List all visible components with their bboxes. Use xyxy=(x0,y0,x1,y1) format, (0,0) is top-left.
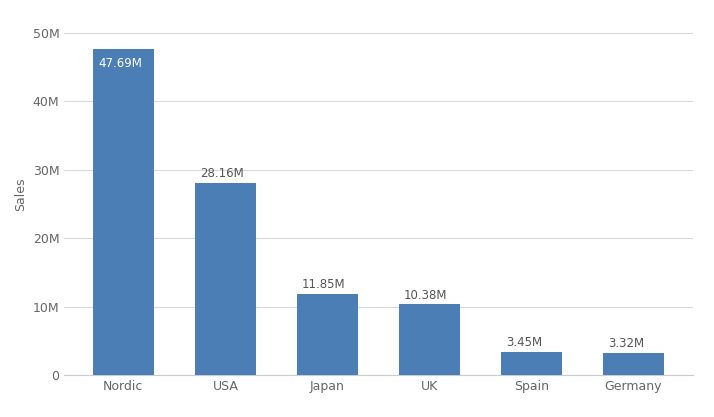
Text: 11.85M: 11.85M xyxy=(302,279,346,291)
Text: 47.69M: 47.69M xyxy=(98,57,142,70)
Bar xyxy=(195,183,256,375)
Text: 28.16M: 28.16M xyxy=(200,167,243,180)
Bar xyxy=(93,49,154,375)
Bar xyxy=(297,294,358,375)
Text: 10.38M: 10.38M xyxy=(404,289,448,301)
Bar xyxy=(399,304,460,375)
Text: 3.45M: 3.45M xyxy=(506,336,542,349)
Bar xyxy=(501,352,562,375)
Bar xyxy=(603,353,664,375)
Y-axis label: Sales: Sales xyxy=(14,177,27,211)
Text: 3.32M: 3.32M xyxy=(608,337,644,350)
